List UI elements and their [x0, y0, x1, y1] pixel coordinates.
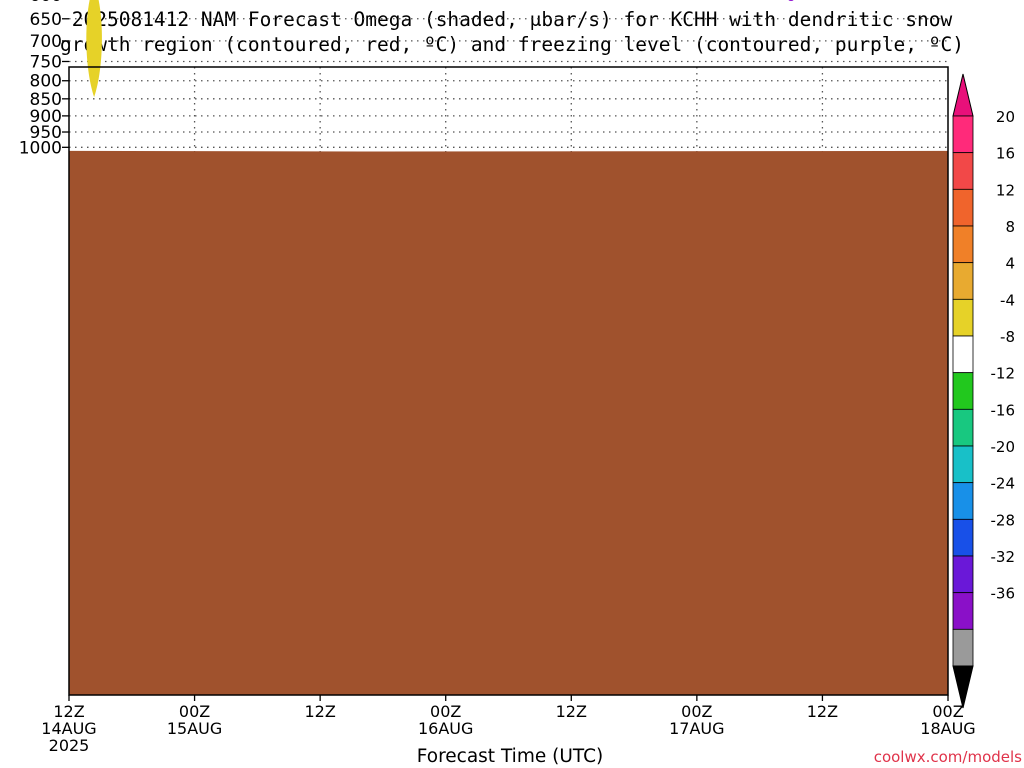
- colorbar-label: -8: [1000, 328, 1015, 346]
- colorbar-swatch: [952, 262, 974, 300]
- x-tick-label-line: [526, 720, 616, 737]
- y-tick-label: 1000: [19, 138, 62, 158]
- colorbar-swatch: [952, 518, 974, 557]
- x-tick-label-line: [275, 720, 365, 737]
- x-tick-label-line: 00Z: [178, 702, 211, 721]
- colorbar-label: 4: [1005, 255, 1015, 273]
- colorbar-bottom-arrow: [952, 665, 974, 709]
- colorbar-swatch: [952, 115, 974, 154]
- colorbar-swatch: [952, 628, 974, 667]
- colorbar-swatch: [952, 592, 974, 630]
- colorbar-label: -12: [991, 365, 1016, 383]
- y-tick-label: 800: [30, 72, 62, 92]
- x-tick-label-line: [150, 737, 240, 754]
- y-tick-label: 600: [30, 0, 62, 6]
- colorbar-swatch: [952, 335, 974, 374]
- x-tick-label-line: 16AUG: [417, 719, 474, 738]
- x-tick-label-line: 12Z: [53, 702, 85, 721]
- colorbar-label: -28: [991, 511, 1016, 529]
- x-tick-label: 00Z 17AUG: [652, 703, 742, 754]
- colorbar-swatch: [952, 152, 974, 190]
- x-tick-label-line: 18AUG: [920, 719, 976, 738]
- y-tick-label: 900: [30, 107, 62, 127]
- y-tick-label: 750: [30, 52, 62, 72]
- y-tick-label: 950: [30, 123, 62, 143]
- x-tick-label-line: [777, 720, 867, 737]
- colorbar-swatch: [952, 298, 974, 337]
- x-tick-label-line: 12Z: [806, 702, 839, 721]
- chart-title-line-1: 2025081412 NAM Forecast Omega (shaded, μ…: [71, 8, 953, 31]
- x-tick-label: 12Z: [526, 703, 616, 754]
- x-tick-label-line: 12Z: [304, 702, 336, 721]
- terrain-ground: [69, 150, 948, 695]
- x-tick-label-line: 00Z: [430, 702, 462, 721]
- colorbar-top-arrow: [952, 73, 974, 117]
- colorbar-label: -24: [991, 475, 1016, 493]
- credit-link[interactable]: coolwx.com/models: [873, 748, 1022, 766]
- colorbar-label: 12: [996, 181, 1015, 199]
- colorbar-label: -16: [991, 401, 1016, 419]
- x-tick-label-line: 15AUG: [166, 719, 223, 738]
- colorbar-label: -20: [991, 438, 1016, 456]
- colorbar-swatch: [952, 445, 974, 484]
- x-tick-label: 12Z 14AUG 2025: [24, 703, 114, 754]
- omega-shading-area: [86, 0, 102, 98]
- x-tick-label: 12Z: [777, 703, 867, 754]
- x-tick-label-line: 14AUG: [41, 719, 97, 738]
- colorbar-swatch: [952, 555, 974, 594]
- x-tick-label-line: 2025: [48, 736, 90, 755]
- x-axis-title: Forecast Time (UTC): [416, 746, 604, 767]
- chart-title-line-2: growth region (contoured, red, ºC) and f…: [60, 33, 964, 56]
- colorbar-swatch: [952, 408, 974, 447]
- x-tick-label-line: 12Z: [555, 702, 587, 721]
- y-tick-label: 700: [30, 32, 62, 52]
- contour-label-bg: [777, 0, 806, 5]
- y-tick-label: 850: [30, 90, 62, 110]
- plot-border: [68, 66, 949, 696]
- x-tick-label-line: 00Z: [932, 702, 964, 721]
- colorbar-swatch: [952, 482, 974, 520]
- colorbar-label: -4: [1000, 291, 1015, 309]
- colorbar-label: 20: [996, 108, 1015, 126]
- x-tick-label-line: 17AUG: [669, 719, 725, 738]
- colorbar-label: -32: [991, 548, 1016, 566]
- colorbar-swatch: [952, 188, 974, 227]
- x-tick-label-line: 00Z: [681, 702, 713, 721]
- colorbar-label: 8: [1005, 218, 1015, 236]
- colorbar-swatch: [952, 372, 974, 410]
- x-tick-label: 12Z: [275, 703, 365, 754]
- colorbar-label: 16: [996, 145, 1015, 163]
- x-tick-label: 00Z 18AUG: [903, 703, 993, 754]
- colorbar-swatch: [952, 225, 974, 264]
- contour-label: 0: [787, 0, 796, 5]
- x-tick-label: 00Z 15AUG: [150, 703, 240, 754]
- colorbar-label: -36: [991, 585, 1016, 603]
- y-tick-label: 650: [30, 10, 62, 30]
- x-tick-label: 00Z 16AUG: [401, 703, 491, 754]
